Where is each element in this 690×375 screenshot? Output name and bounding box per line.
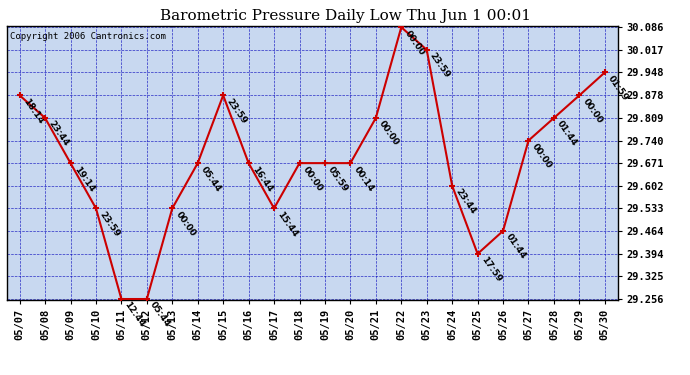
Text: 12:44: 12:44 bbox=[123, 300, 147, 329]
Text: Copyright 2006 Cantronics.com: Copyright 2006 Cantronics.com bbox=[10, 32, 166, 41]
Text: 15:44: 15:44 bbox=[275, 210, 299, 238]
Text: 00:00: 00:00 bbox=[377, 119, 401, 147]
Text: 23:44: 23:44 bbox=[453, 187, 477, 216]
Text: 00:00: 00:00 bbox=[530, 142, 553, 170]
Text: 00:00: 00:00 bbox=[581, 97, 604, 125]
Text: 17:59: 17:59 bbox=[479, 255, 503, 284]
Text: 01:59: 01:59 bbox=[607, 74, 630, 102]
Text: 00:00: 00:00 bbox=[301, 165, 324, 193]
Text: 05:44: 05:44 bbox=[148, 300, 172, 329]
Text: 00:14: 00:14 bbox=[352, 165, 375, 193]
Text: 01:44: 01:44 bbox=[504, 232, 529, 261]
Text: 23:59: 23:59 bbox=[428, 51, 452, 80]
Text: 05:44: 05:44 bbox=[199, 165, 223, 193]
Text: 23:44: 23:44 bbox=[46, 119, 70, 148]
Text: 23:59: 23:59 bbox=[224, 97, 248, 126]
Text: 19:14: 19:14 bbox=[72, 165, 96, 194]
Text: 01:44: 01:44 bbox=[555, 119, 579, 148]
Text: 00:00: 00:00 bbox=[403, 28, 426, 57]
Text: 16:44: 16:44 bbox=[250, 165, 274, 194]
Text: 05:59: 05:59 bbox=[326, 165, 350, 193]
Text: Barometric Pressure Daily Low Thu Jun 1 00:01: Barometric Pressure Daily Low Thu Jun 1 … bbox=[159, 9, 531, 23]
Text: 23:59: 23:59 bbox=[97, 210, 121, 238]
Text: 18:14: 18:14 bbox=[21, 97, 45, 126]
Text: 00:00: 00:00 bbox=[174, 210, 197, 238]
